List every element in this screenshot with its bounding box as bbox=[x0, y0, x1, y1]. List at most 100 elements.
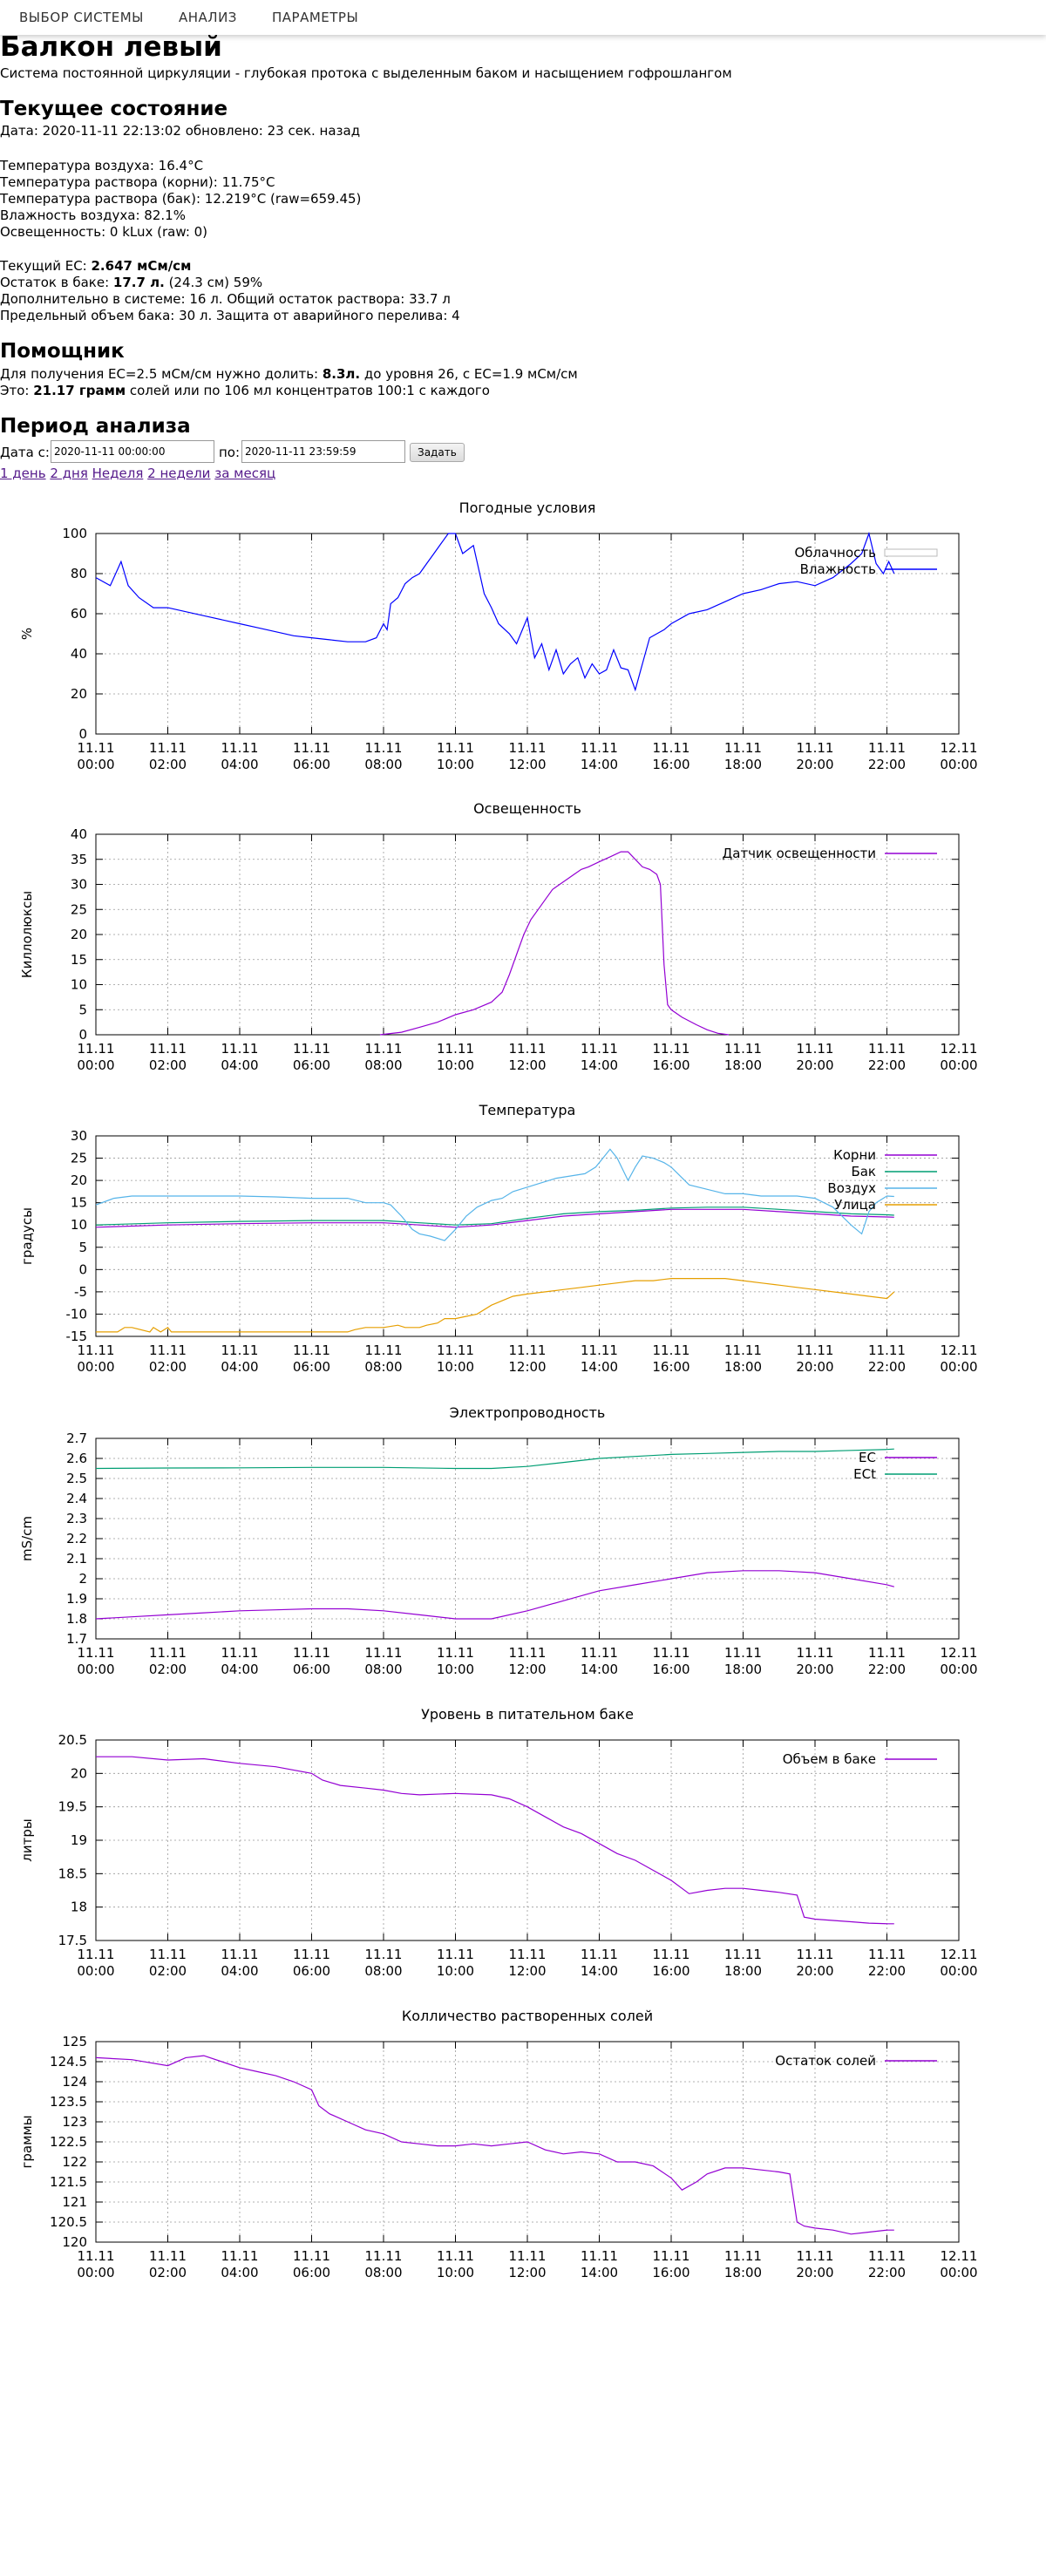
y-tick-label: 122.5 bbox=[50, 2134, 87, 2150]
helper-line1-suffix: до уровня 26, с EC=1.9 мСм/см bbox=[360, 366, 578, 382]
period-link-1-day[interactable]: 1 день bbox=[0, 466, 46, 481]
y-tick-label: 25 bbox=[71, 1151, 87, 1166]
x-tick-label: 11.11 10:00 bbox=[437, 1342, 474, 1375]
y-tick-label: 15 bbox=[71, 1195, 87, 1211]
y-tick-label: 120 bbox=[62, 2234, 87, 2250]
y-tick-label: 20 bbox=[71, 1172, 87, 1188]
series-line bbox=[379, 851, 730, 1036]
x-tick-label: 11.11 20:00 bbox=[796, 1947, 833, 1979]
x-tick-label: 11.11 02:00 bbox=[149, 2248, 187, 2280]
x-tick-label: 11.11 00:00 bbox=[77, 1947, 114, 1979]
y-tick-label: -5 bbox=[74, 1284, 87, 1300]
period-heading: Период анализа bbox=[0, 415, 191, 438]
series-line bbox=[95, 1206, 894, 1226]
x-tick-label: 11.11 14:00 bbox=[581, 1342, 618, 1375]
x-tick-label: 11.11 04:00 bbox=[221, 1645, 258, 1677]
status-date: Дата: 2020-11-11 22:13:02 обновлено: 23 … bbox=[0, 123, 361, 139]
period-from-input[interactable] bbox=[51, 440, 214, 463]
nav-item-system-select[interactable]: ВЫБОР СИСТЕМЫ bbox=[19, 10, 144, 25]
period-link-2-weeks[interactable]: 2 недели bbox=[147, 466, 211, 481]
y-tick-label: 18 bbox=[71, 1900, 87, 1915]
helper-line2-value: 21.17 грамм bbox=[33, 383, 126, 398]
legend-label: Остаток солей bbox=[775, 2053, 876, 2069]
y-tick-label: 20.5 bbox=[58, 1732, 87, 1748]
y-tick-label: 17.5 bbox=[58, 1933, 87, 1948]
status-extra: Дополнительно в системе: 16 л. Общий ост… bbox=[0, 291, 451, 307]
page-subtitle: Система постоянной циркуляции - глубокая… bbox=[0, 65, 732, 81]
x-tick-label: 11.11 16:00 bbox=[652, 1041, 689, 1073]
y-tick-label: 121.5 bbox=[50, 2174, 87, 2190]
x-tick-label: 11.11 14:00 bbox=[581, 740, 618, 772]
chart-title: Температура bbox=[479, 1102, 576, 1118]
legend-label: Влажность bbox=[800, 561, 876, 577]
y-tick-label: 1.7 bbox=[66, 1631, 87, 1647]
plot-frame bbox=[95, 533, 960, 735]
y-tick-label: 80 bbox=[71, 566, 87, 581]
top-nav: ВЫБОР СИСТЕМЫ АНАЛИЗ ПАРАМЕТРЫ bbox=[0, 0, 1046, 35]
period-to-input[interactable] bbox=[241, 440, 405, 463]
x-tick-label: 11.11 12:00 bbox=[508, 740, 546, 772]
nav-item-analysis[interactable]: АНАЛИЗ bbox=[179, 10, 237, 25]
y-tick-label: 2.3 bbox=[66, 1511, 87, 1526]
status-ec-label: Текущий EC: bbox=[0, 258, 92, 274]
x-tick-label: 11.11 20:00 bbox=[796, 740, 833, 772]
nav-item-parameters[interactable]: ПАРАМЕТРЫ bbox=[272, 10, 359, 25]
x-tick-label: 11.11 08:00 bbox=[364, 2248, 402, 2280]
helper-line1-value: 8.3л. bbox=[322, 366, 361, 382]
y-tick-label: 5 bbox=[78, 1002, 87, 1017]
x-tick-label: 11.11 02:00 bbox=[149, 1041, 187, 1073]
y-tick-label: -15 bbox=[66, 1329, 88, 1344]
series-line bbox=[95, 1448, 894, 1470]
x-tick-label: 11.11 16:00 bbox=[652, 2248, 689, 2280]
x-tick-label: 11.11 18:00 bbox=[724, 1645, 762, 1677]
x-tick-label: 11.11 16:00 bbox=[652, 740, 689, 772]
status-air-temp: Температура воздуха: 16.4°C bbox=[0, 158, 204, 173]
x-tick-label: 11.11 06:00 bbox=[293, 740, 330, 772]
x-tick-label: 11.11 16:00 bbox=[652, 1342, 689, 1375]
status-root-temp: Температура раствора (корни): 11.75°C bbox=[0, 174, 275, 190]
x-tick-label: 12.11 00:00 bbox=[940, 1342, 977, 1375]
y-axis-label: Киллолюксы bbox=[19, 891, 35, 978]
y-tick-label: 124.5 bbox=[50, 2054, 87, 2070]
period-link-week[interactable]: Неделя bbox=[92, 466, 144, 481]
x-tick-label: 11.11 00:00 bbox=[77, 740, 114, 772]
x-tick-label: 11.11 00:00 bbox=[77, 1041, 114, 1073]
chart-conductivity: Электропроводность mS/cm 1.7 1.8 1.9 2 2.1 2.2 2… bbox=[19, 1404, 978, 1677]
legend-swatch bbox=[884, 548, 938, 557]
x-tick-label: 12.11 00:00 bbox=[940, 2248, 977, 2280]
series-line bbox=[95, 2055, 894, 2235]
plot-frame bbox=[95, 2041, 960, 2243]
x-tick-label: 11.11 04:00 bbox=[221, 1342, 258, 1375]
y-tick-label: 60 bbox=[71, 606, 87, 622]
chart-title: Погодные условия bbox=[459, 500, 596, 516]
period-submit-button[interactable]: Задать bbox=[410, 443, 465, 462]
x-tick-label: 12.11 00:00 bbox=[940, 1041, 977, 1073]
x-tick-label: 11.11 02:00 bbox=[149, 740, 187, 772]
status-light: Освещенность: 0 kLux (raw: 0) bbox=[0, 224, 208, 240]
y-axis-label: граммы bbox=[19, 2115, 35, 2168]
x-tick-label: 11.11 10:00 bbox=[437, 1645, 474, 1677]
x-tick-label: 11.11 22:00 bbox=[868, 1947, 906, 1979]
x-tick-label: 11.11 06:00 bbox=[293, 1645, 330, 1677]
x-tick-label: 11.11 14:00 bbox=[581, 1041, 618, 1073]
helper-line2-suffix: солей или по 106 мл концентратов 100:1 с… bbox=[126, 383, 490, 398]
y-tick-label: 5 bbox=[78, 1240, 87, 1255]
series-line bbox=[95, 1148, 894, 1241]
x-tick-label: 11.11 00:00 bbox=[77, 2248, 114, 2280]
y-tick-label: 2.7 bbox=[66, 1431, 87, 1446]
period-link-month[interactable]: за месяц bbox=[214, 466, 276, 481]
y-tick-label: 2.6 bbox=[66, 1451, 87, 1466]
y-tick-label: 40 bbox=[71, 646, 87, 662]
y-tick-label: 19.5 bbox=[58, 1799, 87, 1815]
helper-heading: Помощник bbox=[0, 340, 125, 363]
x-tick-label: 11.11 08:00 bbox=[364, 1645, 402, 1677]
y-tick-label: 25 bbox=[71, 901, 87, 917]
status-tank-temp: Температура раствора (бак): 12.219°C (ra… bbox=[0, 191, 362, 207]
x-tick-label: 11.11 10:00 bbox=[437, 1947, 474, 1979]
period-to-label: по: bbox=[219, 445, 241, 460]
period-link-2-days[interactable]: 2 дня bbox=[50, 466, 88, 481]
x-tick-label: 11.11 00:00 bbox=[77, 1645, 114, 1677]
x-tick-label: 11.11 10:00 bbox=[437, 2248, 474, 2280]
y-tick-label: 2.1 bbox=[66, 1551, 87, 1567]
y-tick-label: 100 bbox=[62, 526, 87, 541]
